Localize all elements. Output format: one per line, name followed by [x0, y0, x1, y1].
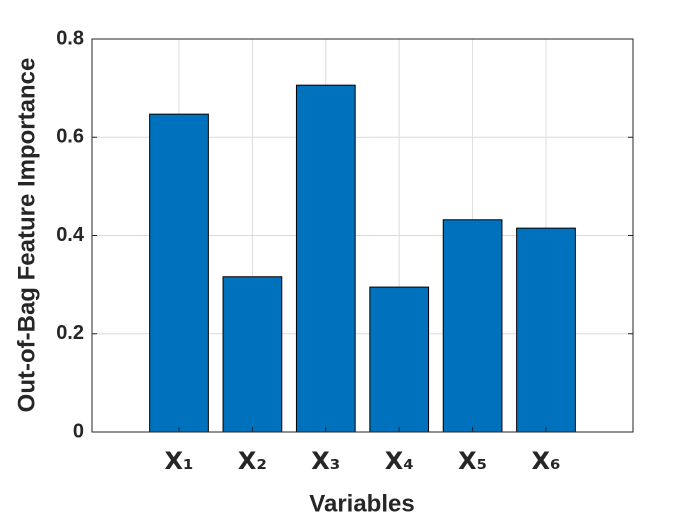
y-tick-label: 0.6 [56, 126, 84, 148]
x-tick-label: X₄ [385, 447, 414, 475]
bar [369, 286, 430, 433]
y-tick-label: 0.2 [56, 322, 84, 344]
x-tick-label: X₆ [531, 447, 560, 475]
x-axis-label: Variables [309, 490, 414, 517]
bar [149, 113, 209, 433]
x-tick-label: X₁ [164, 447, 193, 475]
y-tick-label: 0.8 [56, 27, 84, 49]
x-tick-label: X₂ [238, 447, 267, 475]
x-tick-label: X₃ [311, 447, 340, 475]
bar [442, 219, 503, 433]
bar [516, 227, 576, 433]
bar [295, 84, 356, 433]
x-tick-label: X₅ [458, 447, 487, 475]
y-axis-label: Out-of-Bag Feature Importance [13, 58, 40, 413]
y-tick-label: 0 [73, 420, 84, 442]
y-tick-label: 0.4 [56, 224, 85, 246]
axes-box [91, 38, 634, 433]
bar [222, 276, 283, 433]
